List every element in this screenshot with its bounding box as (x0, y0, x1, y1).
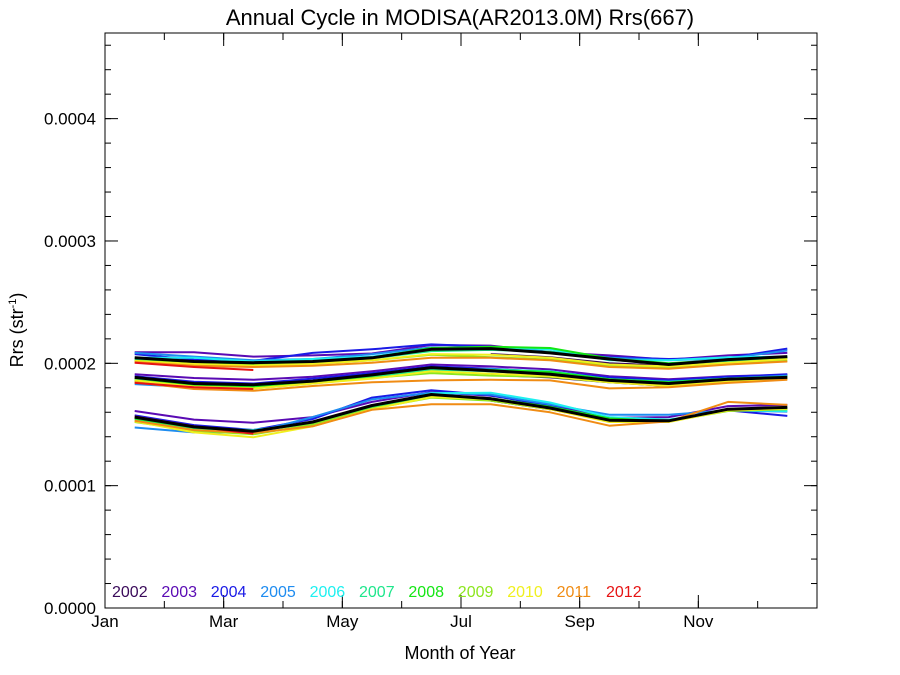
legend-entry-2007: 2007 (359, 584, 395, 601)
chart-title: Annual Cycle in MODISA(AR2013.0M) Rrs(66… (226, 5, 694, 30)
legend-entry-2003: 2003 (161, 584, 197, 601)
legend: 2002 2003 2004 2005 2006 2007 2008 2009 2010 2011… (112, 584, 642, 601)
axes: Jan Mar May Jul Sep Nov 0.0000 0.0001 0.0002 0.00… (44, 32, 818, 631)
legend-entry-2004: 2004 (211, 584, 247, 601)
legend-entry-2012: 2012 (606, 584, 642, 601)
y-tick-label: 0.0000 (44, 599, 96, 618)
y-tick-label: 0.0004 (44, 110, 96, 129)
y-tick-label: 0.0003 (44, 232, 96, 251)
plot-frame (104, 32, 818, 609)
series-line-2011-2 (134, 378, 788, 392)
legend-entry-2002: 2002 (112, 584, 148, 601)
x-tick-label: Mar (209, 612, 239, 631)
mean-line-2 (134, 366, 788, 387)
series-line-2010-1 (134, 353, 788, 368)
x-tick-label: Jul (450, 612, 472, 631)
x-tick-label: Sep (565, 612, 595, 631)
legend-entry-2010: 2010 (507, 584, 543, 601)
series-line-2012-1 (134, 361, 254, 371)
legend-entry-2009: 2009 (458, 584, 494, 601)
x-axis-label: Month of Year (404, 643, 515, 663)
x-tick-label: Nov (683, 612, 714, 631)
y-axis-label-close: ) (7, 293, 27, 299)
legend-entry-2005: 2005 (260, 584, 296, 601)
y-axis-label-main: Rrs (str (7, 308, 27, 367)
y-axis-label: Rrs (str-1) (7, 293, 27, 368)
y-tick-label: 0.0002 (44, 354, 96, 373)
mean-line-1 (134, 347, 788, 366)
y-axis-label-sup: -1 (7, 299, 19, 309)
y-tick-label: 0.0001 (44, 477, 96, 496)
plot-lines (134, 343, 788, 439)
legend-entry-2011: 2011 (557, 584, 592, 601)
legend-entry-2006: 2006 (310, 584, 346, 601)
series-line-2011-1 (134, 356, 788, 370)
mean-line-3 (134, 393, 788, 433)
x-tick-label: May (326, 612, 359, 631)
series-line-2012-2 (134, 381, 254, 390)
legend-entry-2008: 2008 (408, 584, 444, 601)
x-tick-label: Jan (91, 612, 118, 631)
series-line-2003-2 (134, 363, 788, 381)
